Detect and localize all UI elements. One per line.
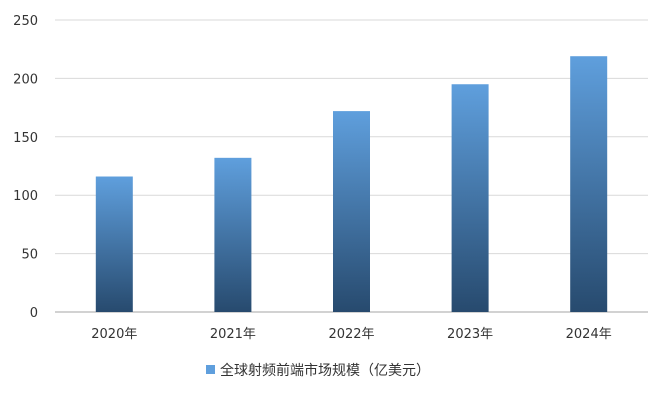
bar-2020年	[95, 176, 133, 312]
y-axis-ticks: 0 50 100 150 200 250	[13, 14, 38, 321]
y-tick-label: 0	[30, 306, 38, 321]
legend: 全球射频前端市场规模（亿美元）	[206, 362, 430, 379]
bars	[95, 56, 608, 313]
y-tick-label: 50	[21, 248, 38, 263]
x-tick-label: 2024年	[566, 327, 612, 342]
x-tick-label: 2023年	[447, 327, 493, 342]
bar-2024年	[570, 56, 608, 312]
bar-2022年	[333, 111, 370, 312]
bar-2023年	[451, 84, 489, 313]
legend-label: 全球射频前端市场规模（亿美元）	[220, 362, 430, 379]
y-tick-label: 200	[13, 72, 38, 87]
y-tick-label: 100	[13, 189, 38, 204]
x-tick-label: 2020年	[91, 327, 137, 342]
x-tick-label: 2021年	[210, 327, 256, 342]
legend-swatch	[206, 365, 215, 374]
y-tick-label: 150	[13, 131, 38, 146]
bar-2021年	[214, 157, 252, 312]
x-tick-label: 2022年	[328, 327, 374, 342]
x-axis-ticks: 2020年 2021年 2022年 2023年 2024年	[91, 327, 611, 342]
y-tick-label: 250	[13, 14, 38, 29]
